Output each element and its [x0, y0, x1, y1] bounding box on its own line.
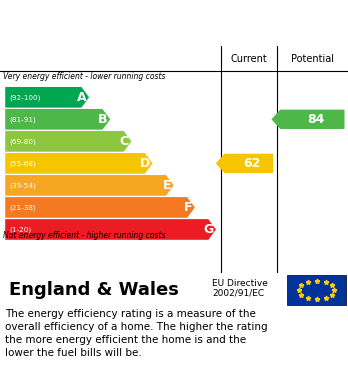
Text: (81-91): (81-91): [9, 116, 36, 122]
Polygon shape: [5, 87, 89, 108]
Text: The energy efficiency rating is a measure of the
overall efficiency of a home. T: The energy efficiency rating is a measur…: [5, 308, 268, 358]
Polygon shape: [5, 197, 195, 218]
Text: F: F: [183, 201, 192, 214]
Text: Not energy efficient - higher running costs: Not energy efficient - higher running co…: [3, 231, 166, 240]
Text: B: B: [98, 113, 108, 126]
Text: Energy Efficiency Rating: Energy Efficiency Rating: [9, 16, 219, 30]
Text: EU Directive
2002/91/EC: EU Directive 2002/91/EC: [212, 278, 268, 298]
Text: A: A: [77, 91, 86, 104]
Text: Potential: Potential: [291, 54, 334, 64]
Polygon shape: [216, 154, 273, 173]
Polygon shape: [5, 131, 131, 152]
Text: G: G: [203, 223, 213, 236]
Polygon shape: [271, 109, 345, 129]
Text: (1-20): (1-20): [9, 226, 32, 233]
Text: D: D: [140, 157, 150, 170]
Text: Very energy efficient - lower running costs: Very energy efficient - lower running co…: [3, 72, 166, 81]
Polygon shape: [5, 109, 110, 130]
FancyBboxPatch shape: [287, 274, 346, 305]
Text: England & Wales: England & Wales: [9, 281, 179, 299]
Text: (21-38): (21-38): [9, 204, 36, 211]
Text: (92-100): (92-100): [9, 94, 41, 100]
Text: (39-54): (39-54): [9, 182, 36, 189]
Polygon shape: [5, 175, 174, 196]
Text: Current: Current: [230, 54, 267, 64]
Text: C: C: [119, 135, 128, 148]
Text: (69-80): (69-80): [9, 138, 36, 145]
Polygon shape: [5, 219, 216, 240]
Text: (55-68): (55-68): [9, 160, 36, 167]
Text: E: E: [163, 179, 171, 192]
Polygon shape: [5, 153, 152, 174]
Text: 62: 62: [244, 157, 261, 170]
Text: 84: 84: [307, 113, 324, 126]
